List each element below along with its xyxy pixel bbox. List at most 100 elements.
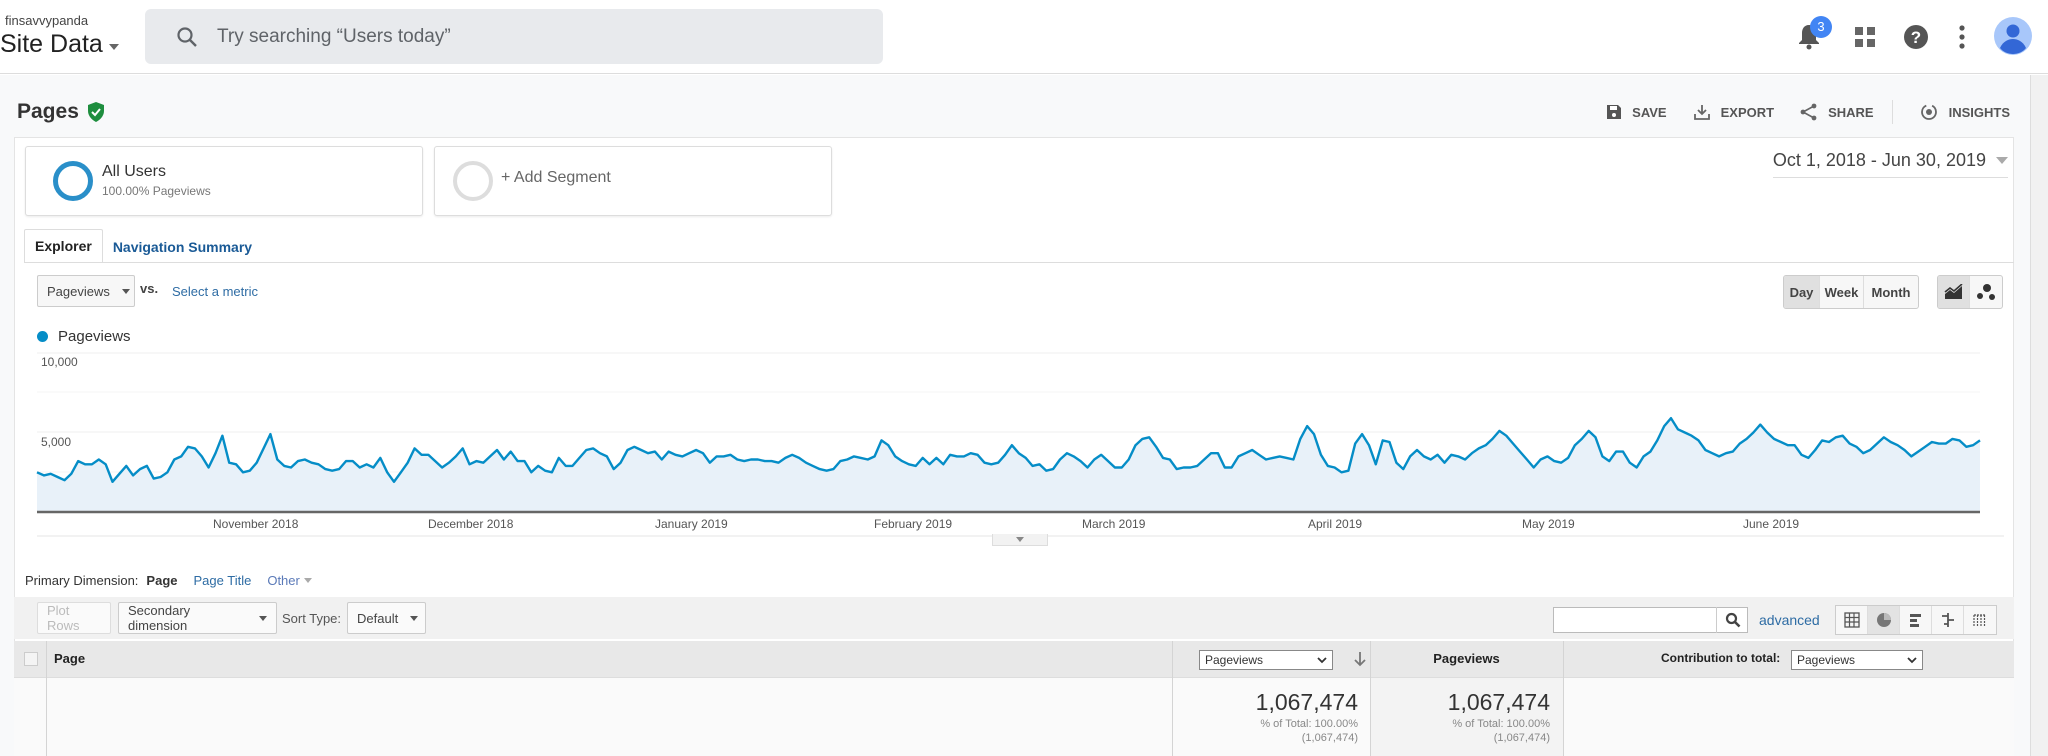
- column-page[interactable]: Page: [54, 651, 86, 666]
- add-segment-button[interactable]: + Add Segment: [434, 146, 832, 216]
- share-button[interactable]: SHARE: [1800, 103, 1874, 121]
- segment-ring-icon: [53, 161, 93, 201]
- export-icon: [1693, 105, 1710, 120]
- sort-descending-icon[interactable]: [1354, 651, 1366, 667]
- tab-explorer[interactable]: Explorer: [24, 229, 103, 263]
- chevron-down-icon: [1996, 157, 2008, 164]
- tabs-divider: [24, 262, 2014, 263]
- tab-navigation-summary[interactable]: Navigation Summary: [112, 239, 253, 255]
- shield-check-icon: [87, 102, 104, 122]
- y-tick-5000: 5,000: [41, 435, 72, 449]
- report-title: Pages: [17, 100, 105, 124]
- column-divider: [1370, 678, 1371, 756]
- percentage-view-button[interactable]: [1868, 606, 1900, 634]
- pie-chart-icon: [1876, 613, 1891, 627]
- primary-dimension-bar: Primary Dimension: Page Page Title Other: [25, 573, 312, 588]
- bar-chart-icon: [1909, 614, 1921, 627]
- motion-chart-icon: [1977, 284, 1995, 300]
- motion-chart-button[interactable]: [1970, 276, 2002, 308]
- table-search-input[interactable]: [1553, 607, 1748, 633]
- dimension-page-title[interactable]: Page Title: [193, 573, 252, 588]
- total-pageviews: 1,067,474: [1255, 689, 1358, 715]
- save-button[interactable]: SAVE: [1606, 104, 1667, 120]
- plot-rows-button[interactable]: Plot Rows: [37, 602, 111, 634]
- property-selector[interactable]: Site Data: [0, 30, 119, 59]
- table-search-button[interactable]: [1716, 607, 1748, 633]
- notification-badge: 3: [1810, 16, 1832, 38]
- day-button[interactable]: Day: [1784, 276, 1820, 308]
- select-all-checkbox[interactable]: [24, 652, 38, 666]
- total-abs: (1,067,474): [1301, 732, 1358, 744]
- date-range-picker[interactable]: Oct 1, 2018 - Jun 30, 2019: [1772, 150, 2008, 178]
- chevron-down-icon: [1016, 537, 1024, 542]
- dimension-other[interactable]: Other: [267, 573, 312, 588]
- report-actions: SAVE EXPORT SHARE INSIGHTS: [1580, 100, 2010, 124]
- table-header: [14, 641, 2014, 678]
- line-chart-button[interactable]: [1938, 276, 1970, 308]
- month-button[interactable]: Month: [1871, 284, 1911, 300]
- secondary-dimension-select[interactable]: Secondary dimension: [118, 602, 277, 634]
- pageviews-chart[interactable]: [0, 340, 2030, 540]
- comparison-icon: [1941, 613, 1954, 627]
- apps-grid-icon[interactable]: [1855, 27, 1875, 47]
- performance-view-button[interactable]: [1900, 606, 1932, 634]
- page-scrollbar[interactable]: [2030, 75, 2048, 756]
- dimension-page[interactable]: Page: [146, 573, 178, 588]
- x-tick: June 2019: [1743, 517, 1800, 531]
- x-tick: May 2019: [1522, 517, 1575, 531]
- total-abs-secondary: (1,067,474): [1493, 732, 1550, 744]
- chevron-down-icon: [108, 43, 119, 50]
- report-title-text: Pages: [17, 100, 79, 123]
- week-button[interactable]: Week: [1820, 276, 1864, 308]
- select-metric-link[interactable]: Select a metric: [172, 284, 258, 299]
- column-divider: [1172, 678, 1173, 756]
- report-tabs: Explorer Navigation Summary: [24, 228, 262, 263]
- table-view-button[interactable]: [1836, 606, 1868, 634]
- x-tick: November 2018: [213, 517, 299, 531]
- x-tick: March 2019: [1082, 517, 1146, 531]
- pivot-view-button[interactable]: [1964, 606, 1996, 634]
- global-search[interactable]: Try searching “Users today”: [145, 9, 883, 64]
- more-vert-icon[interactable]: [1958, 25, 1966, 49]
- secondary-metric-cell-bg: [1370, 678, 1563, 756]
- sort-type-label: Sort Type:: [282, 611, 342, 626]
- x-tick: April 2019: [1308, 517, 1363, 531]
- pivot-icon: [1973, 614, 1986, 626]
- column-pageviews[interactable]: Pageviews: [1433, 651, 1500, 666]
- search-placeholder: Try searching “Users today”: [217, 25, 451, 47]
- total-pageviews-secondary: 1,067,474: [1447, 689, 1550, 715]
- segment-ring-icon: [453, 161, 493, 201]
- metric-selector[interactable]: Pageviews: [37, 275, 135, 307]
- actions-divider: [1891, 100, 1893, 124]
- granularity-toggle: Day Week Month: [1783, 275, 1919, 309]
- chevron-down-icon: [259, 615, 267, 621]
- table-view-icon: [1843, 612, 1860, 628]
- vs-label: vs.: [140, 281, 159, 296]
- segment-all-users[interactable]: All Users 100.00% Pageviews: [25, 146, 423, 216]
- x-tick: December 2018: [428, 517, 514, 531]
- chevron-down-icon: [303, 578, 312, 583]
- table-totals-row: [14, 678, 2014, 756]
- insights-button[interactable]: INSIGHTS: [1919, 102, 2010, 122]
- total-pct: % of Total: 100.00%: [1260, 718, 1358, 730]
- advanced-filter-link[interactable]: advanced: [1759, 612, 1820, 628]
- line-chart-icon: [1944, 284, 1963, 299]
- contribution-select[interactable]: Pageviews: [1791, 650, 1923, 670]
- legend-dot-icon: [37, 331, 48, 342]
- chart-legend: Pageviews: [37, 328, 131, 345]
- chevron-down-icon: [1317, 656, 1327, 663]
- export-button[interactable]: EXPORT: [1693, 103, 1774, 121]
- search-icon: [177, 26, 197, 47]
- metric-column-select[interactable]: Pageviews: [1199, 650, 1333, 670]
- search-icon: [1725, 612, 1740, 628]
- avatar-icon[interactable]: [1994, 17, 2032, 55]
- comparison-view-button[interactable]: [1932, 606, 1964, 634]
- sort-type-select[interactable]: Default: [347, 602, 426, 634]
- x-tick: January 2019: [655, 517, 728, 531]
- chart-collapse-handle[interactable]: [992, 534, 1048, 546]
- chevron-down-icon: [1907, 656, 1917, 663]
- account-name: finsavvypanda: [5, 13, 89, 28]
- share-icon: [1800, 103, 1817, 121]
- chevron-down-icon: [410, 615, 419, 621]
- help-icon[interactable]: ?: [1903, 24, 1929, 50]
